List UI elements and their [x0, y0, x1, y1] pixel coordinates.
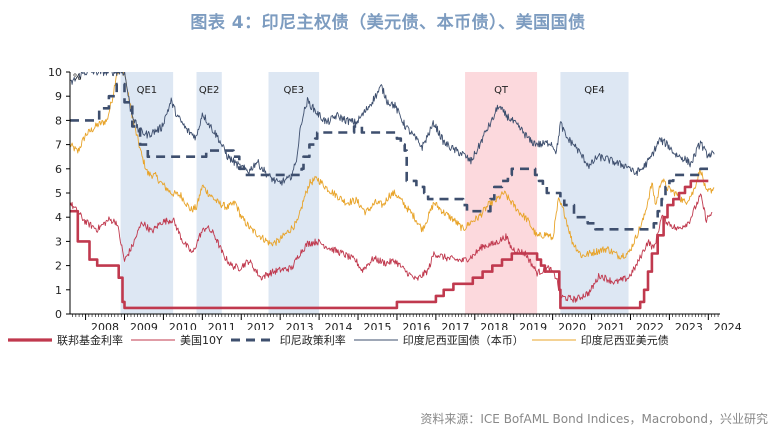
x-tick-label: 2016 — [402, 321, 430, 330]
chart-legend: 联邦基金利率 美国10Y 印尼政策利率 印度尼西亚国债（本币） 印度尼西亚美元债 — [6, 332, 776, 348]
legend-label-bi-rate: 印尼政策利率 — [279, 334, 346, 347]
legend-label-fed-funds: 联邦基金利率 — [57, 334, 123, 347]
x-tick-label: 2014 — [325, 321, 353, 330]
legend-item-idr-bond: 印度尼西亚国债（本币） — [352, 332, 524, 348]
x-tick-label: 2018 — [480, 321, 508, 330]
shaded-label-qe2: QE2 — [199, 85, 220, 96]
legend-swatch-idr-bond — [353, 339, 398, 341]
legend-label-usd-bond: 印度尼西亚美元债 — [580, 334, 669, 347]
chart-title: 图表 4：印尼主权债（美元债、本币债）、美国国债 — [190, 13, 586, 33]
y-tick-label: 6 — [55, 163, 62, 176]
x-tick-label: 2020 — [558, 321, 586, 330]
y-tick-label: 3 — [55, 235, 62, 248]
legend-item-usd-bond: 印度尼西亚美元债 — [530, 332, 669, 348]
x-tick-label: 2013 — [286, 321, 314, 330]
y-tick-label: 1 — [55, 284, 62, 297]
series-usd-bond — [70, 72, 715, 260]
y-tick-label: 8 — [55, 114, 62, 127]
legend-item-us10y: 美国10Y — [129, 332, 223, 348]
shaded-label-qe1: QE1 — [137, 85, 158, 96]
shaded-label-qe3: QE3 — [284, 85, 305, 96]
y-tick-label: 4 — [55, 211, 62, 224]
y-tick-label: 10 — [48, 66, 62, 79]
y-tick-label: 5 — [55, 187, 62, 200]
shaded-period-qe1 — [120, 72, 174, 314]
line-chart: QE1 QE2 QE3 QT QE4 0 1 2 3 4 5 6 7 8 9 10 % 2008 2009 2010… — [48, 66, 742, 330]
legend-swatch-fed-funds — [8, 338, 52, 342]
x-tick-label: 2012 — [247, 321, 275, 330]
series-idr-bond — [70, 72, 715, 186]
x-tick-label: 2021 — [597, 321, 625, 330]
x-tick-label: 2022 — [636, 321, 664, 330]
y-unit-label: % — [73, 73, 82, 83]
y-tick-label: 9 — [55, 90, 62, 103]
legend-item-fed-funds: 联邦基金利率 — [6, 332, 123, 348]
x-tick-label: 2008 — [91, 321, 119, 330]
x-tick-label: 2019 — [519, 321, 547, 330]
x-tick-label: 2017 — [441, 321, 469, 330]
x-tick-label: 2010 — [169, 321, 197, 330]
legend-swatch-usd-bond — [531, 339, 576, 341]
y-tick-label: 2 — [55, 260, 62, 273]
shaded-label-qt: QT — [494, 85, 509, 96]
legend-label-us10y: 美国10Y — [180, 334, 223, 347]
x-tick-label: 2015 — [363, 321, 391, 330]
shaded-label-qe4: QE4 — [584, 85, 605, 96]
legend-item-bi-rate: 印尼政策利率 — [229, 332, 346, 348]
shaded-period-qe3 — [268, 72, 320, 314]
shaded-period-qe4 — [560, 72, 629, 314]
series-fed-funds — [70, 179, 709, 310]
legend-swatch-bi-rate — [230, 338, 275, 342]
y-tick-label: 0 — [55, 308, 62, 321]
source-note: 资料来源：ICE BofAML Bond Indices，Macrobond，兴… — [420, 412, 768, 426]
x-tick-label: 2024 — [714, 321, 742, 330]
x-tick-label: 2023 — [675, 321, 703, 330]
series-us10y — [70, 193, 713, 303]
shaded-period-qt — [465, 72, 538, 314]
legend-label-idr-bond: 印度尼西亚国债（本币） — [402, 334, 524, 347]
legend-swatch-us10y — [131, 339, 175, 341]
y-tick-label: 7 — [55, 139, 62, 152]
x-tick-label: 2011 — [208, 321, 236, 330]
series-bi-rate — [70, 82, 713, 231]
x-tick-label: 2009 — [130, 321, 158, 330]
